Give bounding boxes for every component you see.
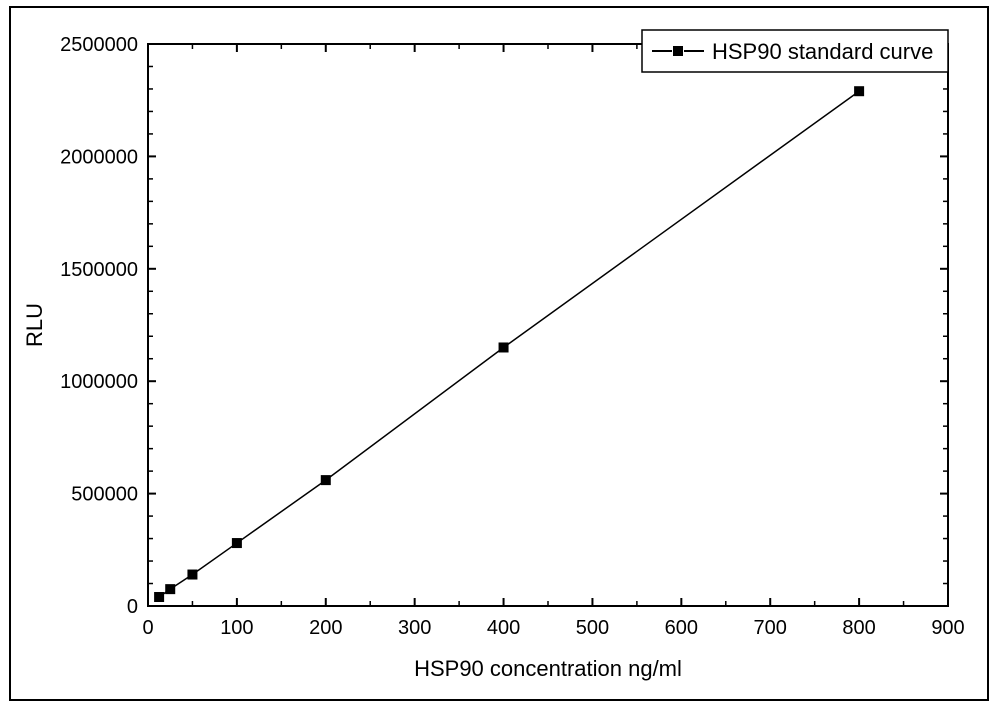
svg-text:400: 400 [487, 617, 520, 639]
svg-text:100: 100 [220, 617, 253, 639]
svg-text:900: 900 [931, 617, 964, 639]
data-point-marker [155, 593, 164, 602]
series-line [159, 91, 859, 597]
svg-text:1000000: 1000000 [60, 371, 138, 393]
series-polyline [159, 91, 859, 597]
svg-text:200: 200 [309, 617, 342, 639]
data-point-marker [855, 87, 864, 96]
svg-text:600: 600 [665, 617, 698, 639]
svg-text:0: 0 [127, 596, 138, 618]
data-point-marker [232, 539, 241, 548]
legend-label: HSP90 standard curve [712, 39, 933, 64]
x-axis-tick-labels: 0 100 200 300 400 500 600 700 800 900 [142, 617, 964, 639]
x-axis-minor-ticks [192, 44, 903, 606]
data-point-marker [166, 585, 175, 594]
y-axis-tick-labels: 0 500000 1000000 1500000 2000000 2500000 [60, 34, 138, 618]
svg-text:700: 700 [754, 617, 787, 639]
svg-text:2000000: 2000000 [60, 146, 138, 168]
y-axis-label: RLU [22, 303, 47, 347]
svg-text:500: 500 [576, 617, 609, 639]
svg-text:500000: 500000 [71, 484, 138, 506]
legend: HSP90 standard curve [642, 30, 948, 72]
x-axis-label: HSP90 concentration ng/ml [414, 656, 682, 681]
svg-text:300: 300 [398, 617, 431, 639]
data-point-marker [499, 343, 508, 352]
svg-text:0: 0 [142, 617, 153, 639]
y-axis-minor-ticks [148, 66, 948, 583]
svg-text:2500000: 2500000 [60, 34, 138, 56]
svg-text:800: 800 [842, 617, 875, 639]
data-point-marker [321, 476, 330, 485]
chart-svg: 0 100 200 300 400 500 600 700 800 900 0 500000 1000… [0, 0, 1000, 709]
data-point-marker [188, 570, 197, 579]
legend-marker-icon [673, 46, 683, 56]
svg-text:1500000: 1500000 [60, 259, 138, 281]
